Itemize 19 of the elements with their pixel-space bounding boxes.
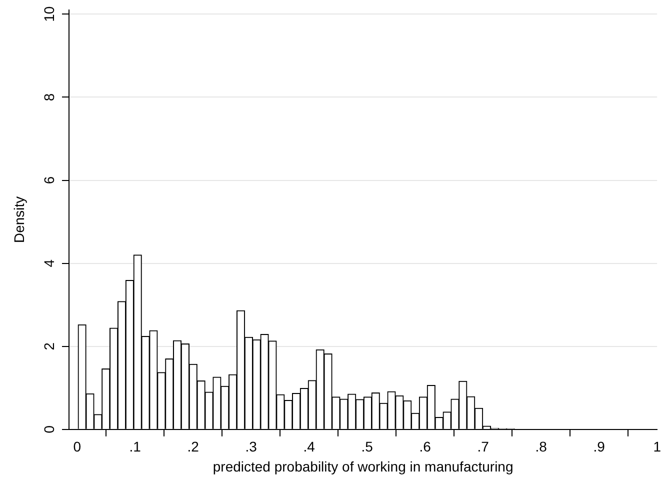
x-tick-label: .4 xyxy=(303,438,316,455)
x-tick-label: .9 xyxy=(593,438,606,455)
x-tick-label: .8 xyxy=(535,438,548,455)
y-axis-title: Density xyxy=(10,196,27,244)
x-tick-label: 1 xyxy=(653,438,662,455)
y-tick-label: 2 xyxy=(40,342,57,350)
x-tick-label: .3 xyxy=(245,438,258,455)
x-tick-label: .2 xyxy=(187,438,200,455)
y-tick-label: 0 xyxy=(40,425,57,434)
y-tick-label: 10 xyxy=(40,6,57,22)
x-tick-label: 0 xyxy=(73,438,82,455)
y-tick-label: 8 xyxy=(40,93,57,102)
x-axis-title: predicted probability of working in manufacturing xyxy=(212,458,514,474)
y-tick-label: 4 xyxy=(40,259,57,268)
y-tick-label: 6 xyxy=(40,176,57,184)
x-tick-label: .6 xyxy=(419,438,432,455)
x-tick-label: .1 xyxy=(129,438,142,455)
x-tick-label: .5 xyxy=(361,438,374,455)
x-tick-label: .7 xyxy=(477,438,490,455)
